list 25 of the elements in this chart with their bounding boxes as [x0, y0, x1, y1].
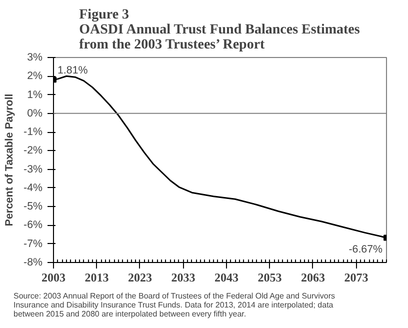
y-tick-label: -3%: [24, 163, 44, 176]
y-tick-label: -2%: [24, 144, 44, 157]
x-tick-label: 2003: [42, 270, 66, 284]
y-tick-label: -7%: [24, 238, 44, 250]
y-tick-label: 3%: [27, 52, 44, 64]
y-tick-label: 1%: [27, 88, 44, 101]
chart-title: Figure 3 OASDI Annual Trust Fund Balances Estimates from the 2003 Trustees’ Report: [79, 8, 360, 52]
x-tick-label: 2073: [344, 270, 368, 284]
x-tick-label: 2053: [258, 270, 282, 284]
annotation: -6.67%: [348, 244, 384, 256]
source-note: Source: 2003 Annual Report of the Board of Trustees of the Federal Old Age and Survivors Insurance and Disability Insurance Trust Funds. Data for 2013, 2014 are interpolated; data between 2015 and 2080 are interpolated between every fifth year.: [14, 292, 336, 318]
annotation: 1.81%: [58, 64, 88, 77]
y-tick-label: -1%: [24, 126, 44, 138]
x-tick-label: 2043: [214, 270, 238, 284]
x-tick-label: 2033: [171, 270, 196, 284]
x-tick-label: 2063: [300, 270, 325, 284]
x-tick-label: 2013: [84, 270, 109, 284]
y-tick-label: 2%: [27, 70, 44, 82]
y-axis-title: Percent of Taxable Payroll: [4, 94, 16, 226]
y-tick-label: -4%: [24, 182, 44, 194]
y-tick-label: -8%: [24, 256, 44, 268]
y-tick-label: -5%: [24, 200, 44, 213]
y-tick-label: -6%: [24, 219, 44, 232]
x-tick-label: 2023: [128, 270, 152, 284]
y-tick-label: 0%: [27, 107, 44, 120]
